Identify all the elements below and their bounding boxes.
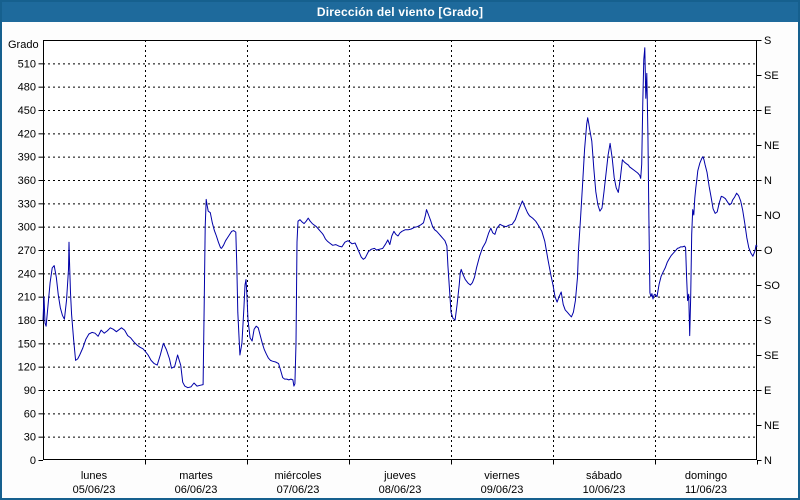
y-right-compass-label: NE <box>764 140 779 152</box>
series-line <box>42 47 758 389</box>
x-date-label: 11/06/23 <box>685 484 727 496</box>
y-left-labels: 0 30 60 90 120 150 180 210 240 270 300 330 360 390 420… <box>18 58 36 467</box>
x-date-label: 10/06/23 <box>583 484 626 496</box>
x-day-label: martes <box>179 470 213 482</box>
wind-direction-chart: 0 30 60 90 120 150 180 210 240 270 300 330 360 390 420… <box>2 22 798 498</box>
x-day-label: miércoles <box>274 470 322 482</box>
y-right-compass-label: SO <box>764 280 780 292</box>
y-axis-title: Grado <box>8 39 39 51</box>
y-right-compass-label: N <box>764 455 772 467</box>
y-left-ticks <box>38 63 43 461</box>
x-day-label: domingo <box>685 470 727 482</box>
x-day-label: jueves <box>383 470 416 482</box>
y-left-tick-label: 90 <box>24 385 36 397</box>
y-left-tick-label: 180 <box>18 315 36 327</box>
y-right-compass-label: E <box>764 385 771 397</box>
y-right-compass-label: N <box>764 175 772 187</box>
y-left-tick-label: 360 <box>18 175 36 187</box>
y-left-tick-label: 450 <box>18 105 36 117</box>
x-date-label: 07/06/23 <box>277 484 320 496</box>
x-date-label: 08/06/23 <box>379 484 422 496</box>
y-left-tick-label: 510 <box>18 58 36 70</box>
plot-border <box>43 40 757 460</box>
y-left-tick-label: 0 <box>30 455 36 467</box>
h-gridlines <box>43 63 757 438</box>
x-ticks <box>145 460 758 465</box>
y-right-compass-label: SE <box>764 350 779 362</box>
y-left-tick-label: 420 <box>18 128 36 140</box>
x-day-label: lunes <box>81 470 108 482</box>
chart-title: Dirección del viento [Grado] <box>316 5 484 19</box>
y-left-tick-label: 30 <box>24 432 36 444</box>
y-left-tick-label: 150 <box>18 338 36 350</box>
x-date-label: 05/06/23 <box>73 484 116 496</box>
y-right-ticks <box>757 40 762 461</box>
y-right-compass-label: E <box>764 105 771 117</box>
x-day-label: viernes <box>484 470 520 482</box>
y-left-tick-label: 60 <box>24 408 36 420</box>
x-day-label: sábado <box>586 470 622 482</box>
y-left-tick-label: 120 <box>18 362 36 374</box>
y-left-tick-label: 210 <box>18 292 36 304</box>
x-date-label: 06/06/23 <box>175 484 218 496</box>
y-right-compass-label: S <box>764 35 771 47</box>
y-left-tick-label: 390 <box>18 152 36 164</box>
y-right-compass-label: NE <box>764 420 779 432</box>
y-left-tick-label: 240 <box>18 268 36 280</box>
y-right-compass-label: SE <box>764 70 779 82</box>
y-right-compass-label: NO <box>764 210 781 222</box>
y-right-labels: N NE E SE S SO O NO N NE E SE S <box>764 35 781 467</box>
x-date-label: 09/06/23 <box>481 484 524 496</box>
y-right-compass-label: O <box>764 245 773 257</box>
v-gridlines <box>145 40 656 460</box>
y-left-tick-label: 480 <box>18 82 36 94</box>
y-left-tick-label: 300 <box>18 222 36 234</box>
y-right-compass-label: S <box>764 315 771 327</box>
y-left-tick-label: 270 <box>18 245 36 257</box>
window-title-bar: Dirección del viento [Grado] <box>2 2 798 22</box>
y-left-tick-label: 330 <box>18 198 36 210</box>
x-labels: lunes 05/06/23 martes 06/06/23 miércoles 07/0… <box>73 470 728 496</box>
